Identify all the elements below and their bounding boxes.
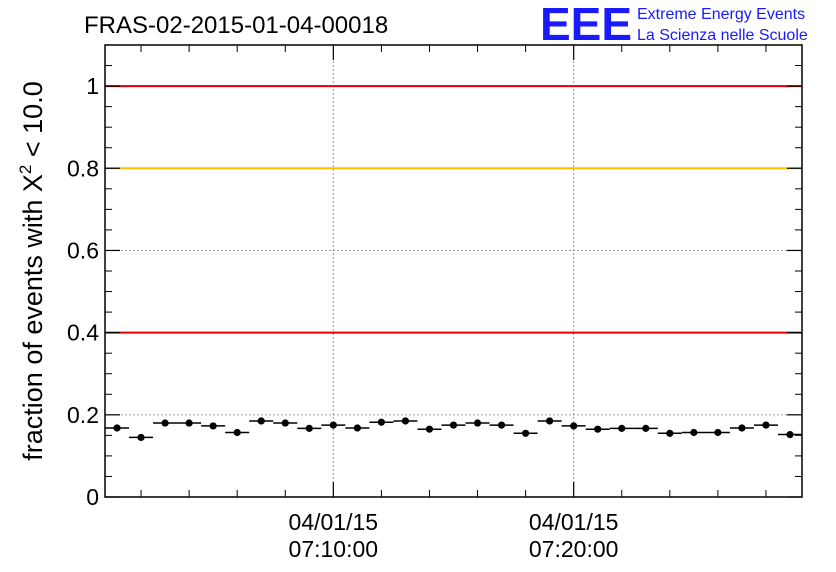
data-point bbox=[762, 421, 770, 429]
data-point bbox=[209, 422, 217, 430]
data-point bbox=[233, 428, 241, 437]
data-point bbox=[305, 424, 313, 432]
data-point bbox=[137, 433, 145, 442]
data-point bbox=[161, 419, 169, 427]
y-tick-label: 1 bbox=[86, 73, 99, 99]
logo-mark: EEE bbox=[540, 0, 632, 50]
data-point bbox=[642, 424, 650, 432]
data-point bbox=[185, 419, 193, 427]
x-tick-label-date: 04/01/15 bbox=[289, 509, 379, 535]
data-point bbox=[714, 428, 722, 437]
x-tick-label-time: 07:10:00 bbox=[289, 536, 379, 562]
y-tick-label: 0 bbox=[86, 484, 99, 510]
data-point bbox=[329, 421, 337, 429]
data-point bbox=[522, 429, 530, 437]
x-tick-label-time: 07:20:00 bbox=[529, 536, 619, 562]
data-point bbox=[257, 417, 265, 425]
logo-line-1: Extreme Energy Events bbox=[637, 6, 805, 23]
axis-ticks bbox=[105, 45, 802, 498]
data-point bbox=[401, 417, 410, 425]
data-point bbox=[690, 428, 698, 437]
data-point bbox=[113, 424, 121, 432]
y-axis-label-sup: 2 bbox=[16, 165, 35, 174]
data-point bbox=[449, 421, 458, 429]
data-point bbox=[666, 429, 674, 437]
y-tick-label: 0.8 bbox=[67, 155, 99, 181]
y-axis-label: fraction of events with X2 < 10.0 bbox=[16, 81, 48, 460]
data-point bbox=[738, 424, 746, 432]
plot-frame bbox=[104, 44, 803, 498]
y-tick-label: 0.2 bbox=[67, 402, 99, 428]
chart-title: FRAS-02-2015-01-04-00018 bbox=[84, 12, 388, 39]
x-tick-label-date: 04/01/15 bbox=[529, 509, 619, 535]
data-point bbox=[570, 422, 578, 430]
data-point bbox=[353, 424, 361, 432]
data-point bbox=[546, 417, 554, 425]
y-axis-label-prefix: fraction of events with X bbox=[18, 174, 48, 461]
data-points bbox=[105, 417, 802, 442]
data-point bbox=[786, 430, 794, 439]
data-point bbox=[497, 421, 506, 429]
data-point bbox=[377, 418, 385, 426]
grid bbox=[105, 45, 802, 497]
y-tick-label: 0.6 bbox=[67, 237, 99, 263]
data-point bbox=[281, 419, 289, 427]
eee-logo: EEE Extreme Energy Events La Scienza nel… bbox=[540, 0, 808, 50]
y-axis-label-suffix: < 10.0 bbox=[18, 81, 48, 164]
data-point bbox=[618, 424, 626, 432]
y-tick-label: 0.4 bbox=[67, 320, 99, 346]
data-point bbox=[425, 425, 434, 433]
y-tick-labels: 0 0.2 0.4 0.6 0.8 1 bbox=[67, 73, 99, 510]
data-point bbox=[594, 425, 602, 433]
logo-line-2: La Scienza nelle Scuole bbox=[637, 27, 808, 44]
reference-lines bbox=[105, 85, 802, 334]
data-point bbox=[473, 419, 482, 427]
